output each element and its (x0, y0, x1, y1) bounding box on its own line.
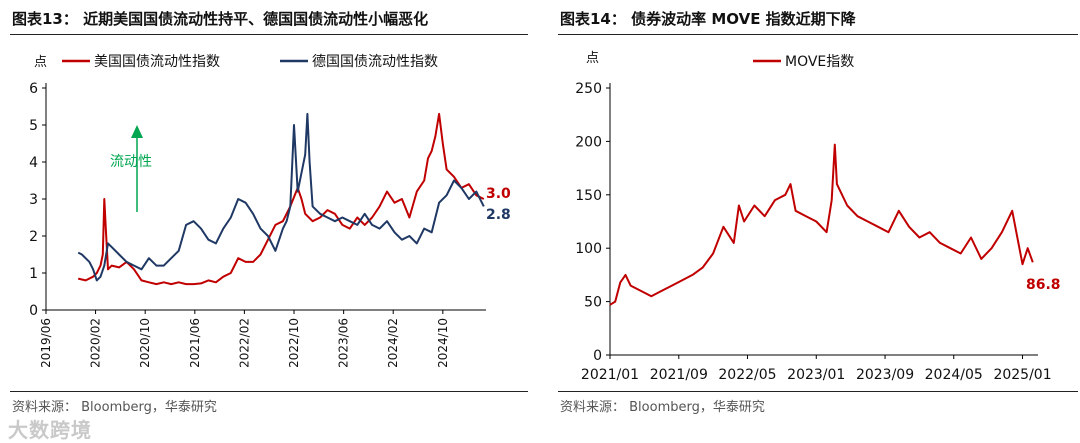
series-line-0 (77, 112, 485, 286)
y-tick-label: 50 (584, 295, 602, 311)
left-source-rule (10, 391, 528, 392)
x-tick-label: 2020/02 (89, 318, 103, 368)
y-tick-label: 3 (29, 192, 38, 208)
series-line-0 (609, 143, 1034, 306)
right-chart-title: 图表14： 债券波动率 MOVE 指数近期下降 (560, 10, 856, 28)
watermark-logo: 大数跨境 (8, 414, 92, 443)
legend-label: MOVE指数 (785, 54, 854, 70)
de-end-label: 2.8 (486, 207, 511, 223)
x-tick-label: 2022/05 (718, 367, 776, 383)
x-tick-label: 2021/09 (650, 367, 708, 383)
y-unit-label: 点 (34, 55, 47, 70)
move-end-label: 86.8 (1026, 277, 1061, 293)
x-tick-label: 2024/10 (436, 318, 450, 368)
right-source: 资料来源： Bloomberg，华泰研究 (560, 400, 765, 415)
watermark-text: 大数跨境 (8, 418, 92, 442)
x-tick-label: 2019/06 (39, 318, 53, 368)
y-tick-label: 4 (29, 155, 38, 171)
left-chart-title: 图表13： 近期美国国债流动性持平、德国国债流动性小幅恶化 (12, 10, 429, 28)
y-tick-label: 0 (593, 348, 602, 364)
right-chart: 0 50 100 150 200 250 2021/01 2021/09 2022/05 2023… (575, 51, 1061, 383)
series-line-1 (77, 112, 485, 282)
y-tick-label: 1 (29, 266, 38, 282)
x-tick-label: 2022/10 (287, 318, 301, 368)
right-title-rule (558, 34, 1078, 35)
y-tick-label: 250 (575, 81, 602, 97)
y-unit-label: 点 (586, 51, 599, 66)
left-title-rule (10, 34, 528, 35)
right-source-rule (558, 391, 1078, 392)
liquidity-arrow-label: 流动性 (110, 154, 152, 170)
y-tick-label: 0 (29, 303, 38, 319)
x-tick-label: 2024/05 (925, 367, 983, 383)
y-tick-label: 6 (29, 81, 38, 97)
us-end-label: 3.0 (486, 186, 511, 202)
y-tick-label: 150 (575, 188, 602, 204)
legend-label: 德国国债流动性指数 (312, 54, 438, 70)
x-tick-label: 2025/01 (993, 367, 1051, 383)
left-source: 资料来源： Bloomberg，华泰研究 (12, 400, 217, 415)
x-tick-label: 2023/06 (337, 318, 351, 368)
y-tick-label: 5 (29, 118, 38, 134)
y-tick-label: 100 (575, 241, 602, 257)
x-tick-label: 2021/06 (188, 318, 202, 368)
legend-label: 美国国债流动性指数 (94, 54, 220, 70)
liquidity-arrow-head (131, 125, 143, 138)
x-tick-label: 2020/10 (138, 318, 152, 368)
x-tick-label: 2024/02 (386, 318, 400, 368)
y-tick-label: 200 (575, 134, 602, 150)
x-tick-label: 2023/09 (856, 367, 914, 383)
x-tick-label: 2021/01 (581, 367, 639, 383)
left-panel: 图表13： 近期美国国债流动性持平、德国国债流动性小幅恶化 0 1 2 3 4 5 6 201… (10, 10, 528, 415)
left-chart: 0 1 2 3 4 5 6 2019/06 2020/02 2020/10 2021/06 2022/… (29, 54, 511, 368)
x-tick-label: 2023/01 (787, 367, 845, 383)
y-tick-label: 2 (29, 229, 38, 245)
right-panel: 图表14： 债券波动率 MOVE 指数近期下降 0 50 100 150 200 250 2… (548, 0, 1080, 443)
x-tick-label: 2022/02 (237, 318, 251, 368)
